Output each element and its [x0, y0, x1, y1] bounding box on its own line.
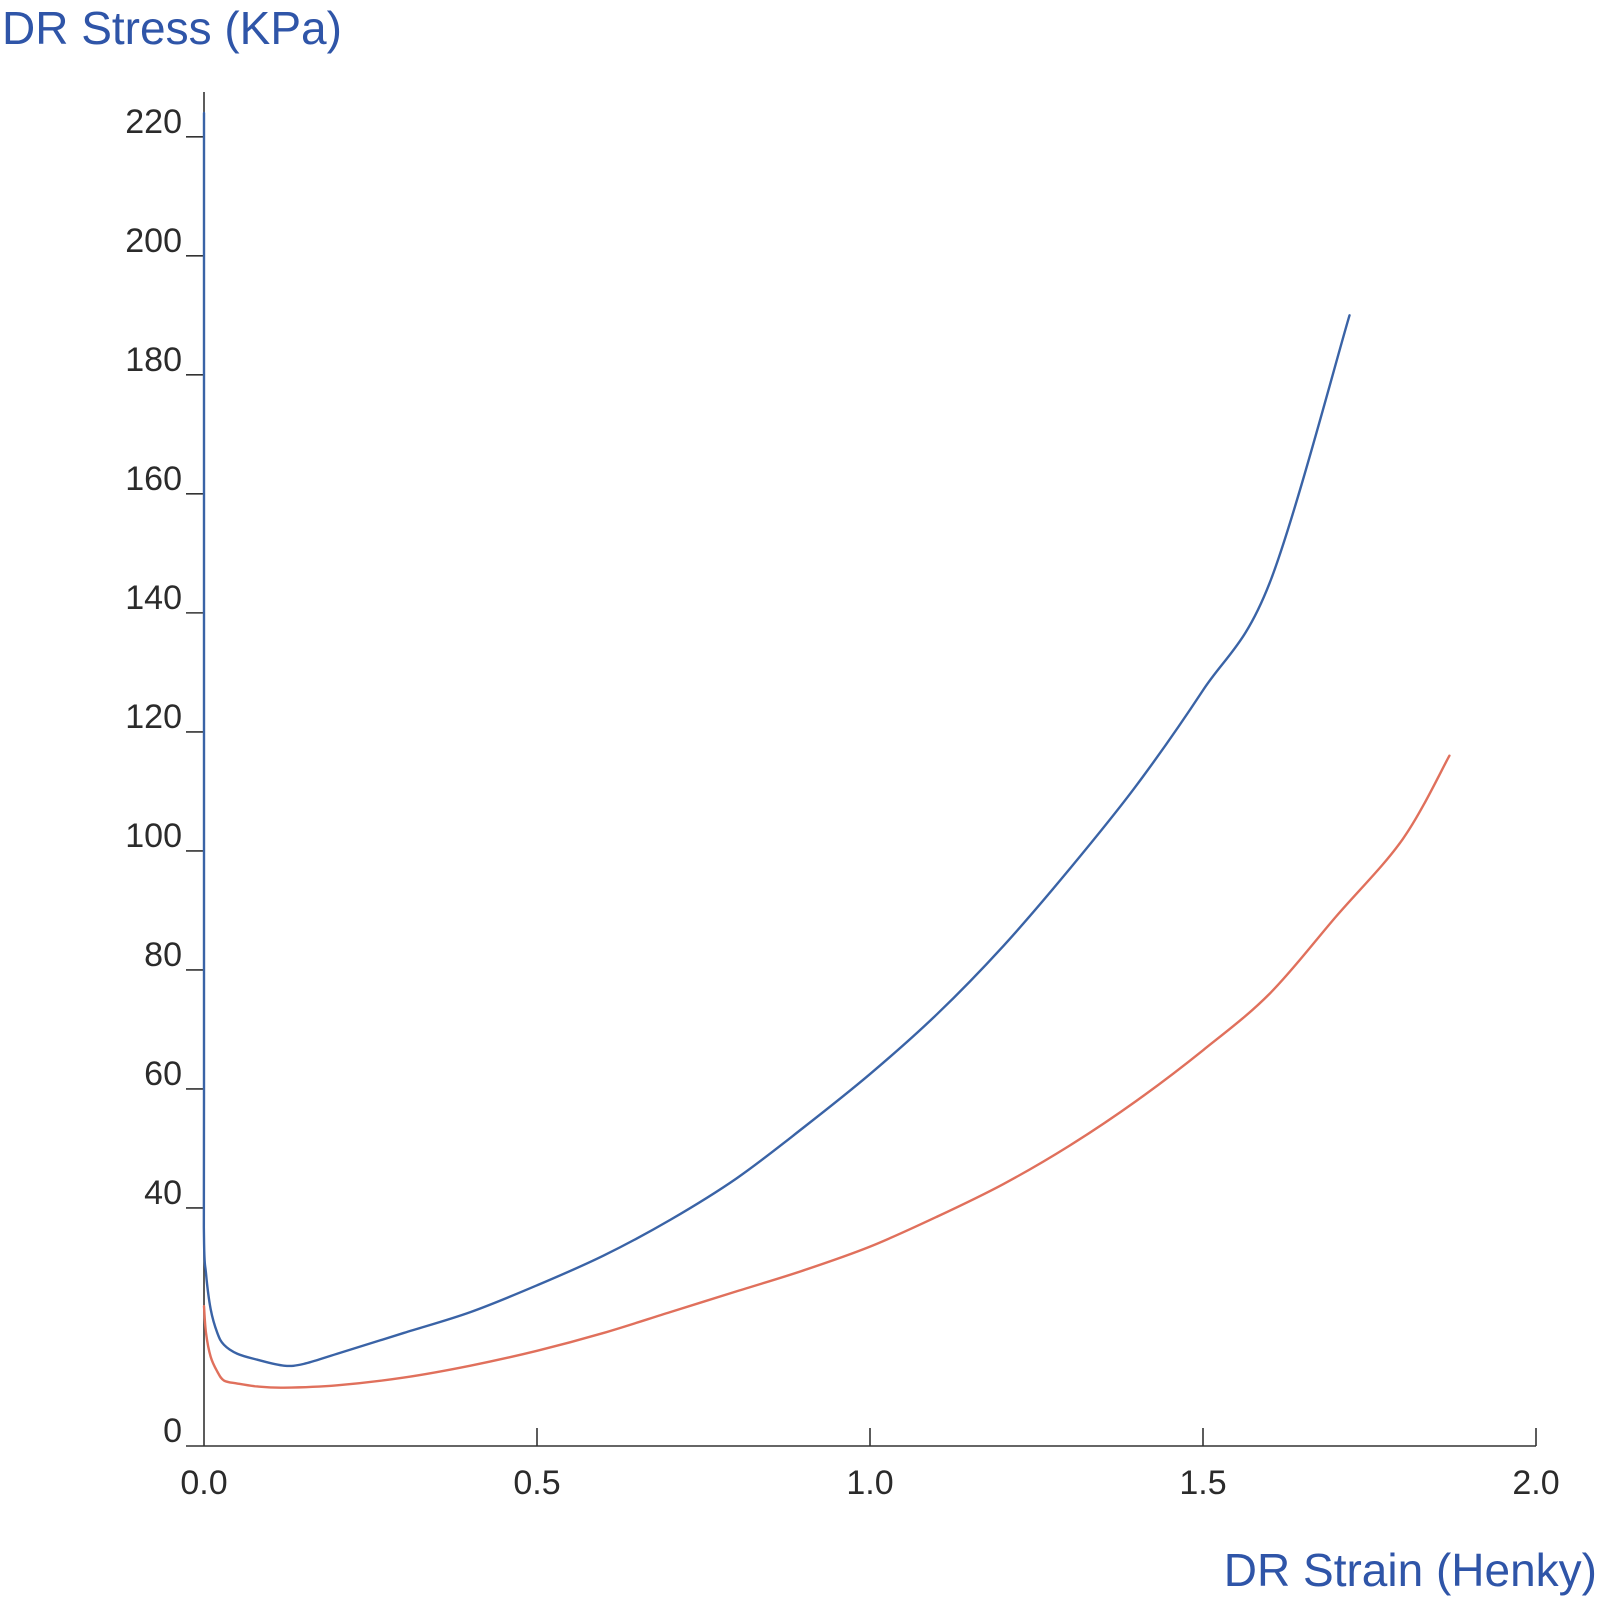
x-tick-label: 1.5	[1179, 1464, 1226, 1502]
y-tick-label: 100	[125, 817, 182, 855]
y-tick-label: 220	[125, 103, 182, 141]
y-tick-label: 200	[125, 222, 182, 260]
x-axis-ticks: 0.0 0.5 1.0 1.5 2.0	[180, 1428, 1560, 1502]
y-tick-label: 180	[125, 341, 182, 379]
y-tick-label: 140	[125, 579, 182, 617]
y-axis-ticks: 0 40 60 80 100 120 140 160 180 200 220	[125, 103, 204, 1450]
x-tick-label: 0.0	[180, 1464, 227, 1502]
y-tick-label: 40	[144, 1174, 182, 1212]
x-axis-title: DR Strain (Henky)	[1224, 1544, 1597, 1596]
y-axis-title: DR Stress (KPa)	[2, 2, 342, 54]
series-line-2	[202, 754, 1451, 1389]
series-lines	[202, 111, 1451, 1389]
y-tick-label: 80	[144, 936, 182, 974]
y-tick-label: 0	[163, 1412, 182, 1450]
x-tick-label: 1.0	[846, 1464, 893, 1502]
y-tick-label: 160	[125, 460, 182, 498]
x-tick-label: 2.0	[1512, 1464, 1559, 1502]
x-tick-label: 0.5	[513, 1464, 560, 1502]
y-tick-label: 120	[125, 698, 182, 736]
y-tick-label: 60	[144, 1055, 182, 1093]
series-line-1	[202, 111, 1351, 1368]
